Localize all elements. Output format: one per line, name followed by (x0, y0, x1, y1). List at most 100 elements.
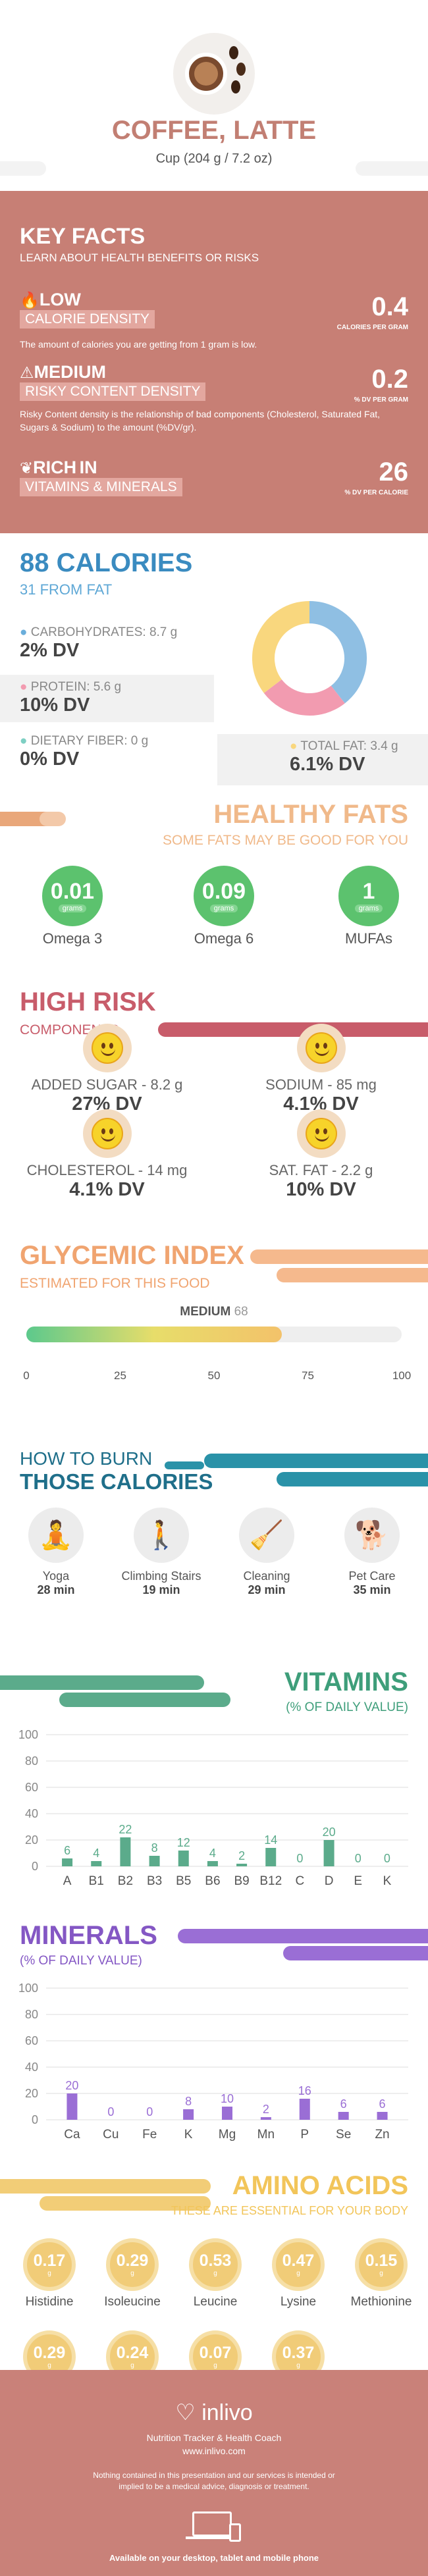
burn-time: 28 min (37, 1583, 75, 1596)
bar-value-label: 22 (119, 1823, 132, 1836)
glycemic-tick: 25 (114, 1369, 126, 1382)
risk-dv: 4.1% DV (69, 1179, 145, 1200)
serving-size: Cup (204 g / 7.2 oz) (155, 151, 273, 166)
burn-label: Cleaning (243, 1569, 290, 1583)
category-label: B2 (118, 1874, 133, 1888)
footer-disclaimer: Nothing contained in this presentation a… (93, 2471, 335, 2491)
fat-dv: 6.1% DV (290, 754, 365, 775)
amino-item: 0.17 g Histidine (10, 2238, 89, 2309)
footer-available: Available on your desktop, tablet and mo… (109, 2553, 319, 2563)
bar (62, 1858, 73, 1866)
bar (149, 1856, 160, 1866)
fat-label: MUFAs (344, 930, 393, 947)
fat-item: 1 grams MUFAs (323, 866, 415, 947)
bar (299, 2099, 310, 2120)
y-tick-label: 40 (25, 1807, 38, 1820)
y-tick-label: 80 (25, 1754, 38, 1768)
bar (236, 1864, 248, 1866)
burn-item: 🧘 Yoga 28 min (7, 1508, 105, 1597)
header: COFFEE, LATTE Cup (204 g / 7.2 oz) (0, 0, 428, 184)
category-label: B6 (205, 1874, 220, 1888)
y-tick-label: 60 (25, 2034, 38, 2047)
y-tick-label: 0 (32, 1860, 38, 1873)
category-label: K (184, 2128, 193, 2142)
category-label: Ca (64, 2128, 80, 2142)
amino-item: 0.15 g Methionine (342, 2238, 421, 2309)
amino-label: Histidine (25, 2295, 74, 2309)
y-tick-label: 20 (25, 2087, 38, 2100)
bar-value-label: 8 (151, 1841, 158, 1854)
category-label: Fe (142, 2128, 157, 2142)
category-label: C (296, 1874, 305, 1888)
burn-item: 🐕 Pet Care 35 min (323, 1508, 421, 1597)
bar-value-label: 6 (379, 2097, 386, 2111)
fat-label: Omega 3 (42, 930, 103, 947)
risk-item: SAT. FAT - 2.2 g 10% DV (234, 1109, 408, 1201)
glycemic-tick: 75 (302, 1369, 314, 1382)
burn-item: 🚶 Climbing Stairs 19 min (112, 1508, 211, 1597)
bar-value-label: 10 (221, 2092, 234, 2105)
bar (260, 2117, 271, 2120)
fat-circle: 1 grams (338, 866, 399, 926)
risky-content-value: 0.2 (371, 365, 408, 394)
risk-label: SAT. FAT - 2.2 g (269, 1162, 373, 1178)
burn-label: Climbing Stairs (121, 1569, 201, 1583)
amino-circle: 0.29 g (106, 2238, 159, 2291)
fat-value: 0.09 (201, 879, 246, 904)
healthy-fats-title: HEALTHY FATS (213, 800, 408, 829)
footer-tagline: Nutrition Tracker & Health Coach (146, 2432, 282, 2443)
bar (120, 1837, 131, 1866)
amino-subtitle: THESE ARE ESSENTIAL FOR YOUR BODY (171, 2204, 408, 2217)
minerals-title: MINERALS (20, 1921, 157, 1950)
amino-title: AMINO ACIDS (232, 2171, 408, 2200)
brand-logo: ♡ inlivo (0, 2400, 428, 2426)
amino-label: Methionine (350, 2295, 412, 2309)
bar (377, 2112, 388, 2120)
fat-label: TOTAL FAT: 3.4 g (300, 739, 398, 753)
vitamins-label: VITAMINS & MINERALS (20, 478, 182, 496)
category-label: B12 (259, 1874, 282, 1888)
glycemic-title: GLYCEMIC INDEX (20, 1241, 244, 1270)
bar-value-label: 14 (264, 1833, 277, 1847)
vitamins-bar-chart: 0 20 40 60 80 100 6 A 4 B1 22 B2 8 B3 12 B5 4 B6 2 B9 14 B12 0… (18, 1728, 408, 1888)
fat-value: 0.01 (50, 879, 95, 904)
bar-value-label: 6 (340, 2097, 347, 2111)
footer-url[interactable]: www.inlivo.com (182, 2446, 246, 2456)
calorie-density-desc: The amount of calories you are getting f… (20, 339, 257, 350)
amino-value: 0.37 (282, 2344, 315, 2362)
bar-value-label: 6 (64, 1844, 70, 1857)
donut-slice-protein (263, 679, 345, 716)
category-label: B9 (234, 1874, 249, 1888)
amino-value: 0.47 (282, 2251, 315, 2270)
category-label: Mg (219, 2128, 236, 2142)
category-label: B3 (147, 1874, 162, 1888)
bar (222, 2107, 232, 2120)
pet-icon: 🐕 (344, 1508, 400, 1563)
amino-circle: 0.15 g (355, 2238, 408, 2291)
risk-item: CHOLESTEROL - 14 mg 4.1% DV (20, 1109, 194, 1201)
protein-item: ● PROTEIN: 5.6 g 10% DV (0, 675, 214, 722)
calories-section: 88 CALORIES 31 FROM FAT ● CARBOHYDRATES:… (0, 537, 428, 793)
category-label: Cu (103, 2128, 119, 2142)
vitamins-level-suffix: IN (79, 458, 97, 477)
amino-value: 0.29 (116, 2251, 149, 2270)
amino-circle: 0.53 g (189, 2238, 242, 2291)
heart-icon: ♡ (175, 2400, 196, 2425)
category-label: B5 (176, 1874, 191, 1888)
bar-value-label: 12 (177, 1836, 190, 1849)
smiley-icon (296, 1109, 346, 1158)
bar (207, 1861, 218, 1866)
risky-content-desc: Risky Content density is the relationshi… (20, 409, 381, 433)
amino-unit: g (213, 2362, 217, 2369)
y-tick-label: 80 (25, 2008, 38, 2021)
burn-time: 35 min (353, 1583, 391, 1596)
fiber-dv: 0% DV (20, 749, 80, 770)
minerals-section: MINERALS (% OF DAILY VALUE) 0 20 40 60 80 100… (0, 1916, 428, 2166)
page-title: COFFEE, LATTE (111, 116, 317, 145)
bar-value-label: 0 (107, 2105, 114, 2118)
macros-donut-chart (252, 601, 367, 716)
key-facts-title: KEY FACTS (20, 224, 146, 249)
burn-label: Pet Care (348, 1569, 396, 1583)
amino-label: Lysine (280, 2295, 317, 2309)
healthy-fats-subtitle: SOME FATS MAY BE GOOD FOR YOU (162, 833, 408, 848)
